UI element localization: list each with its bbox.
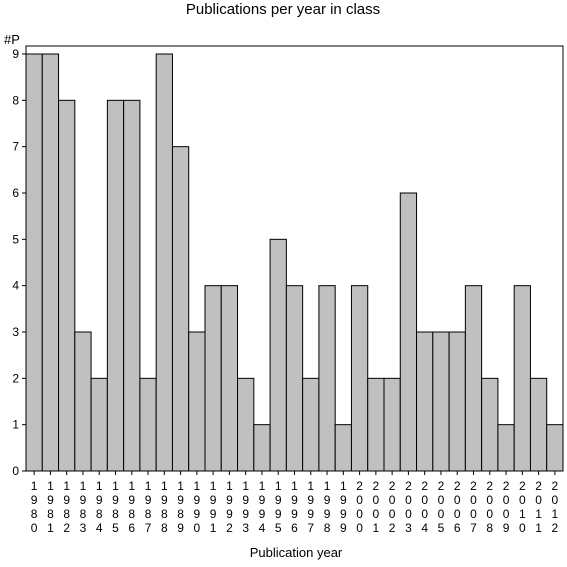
y-axis-label: #P (4, 32, 20, 47)
bar-2005 (432, 331, 450, 472)
y-axis: 0 1 2 3 4 5 6 7 8 9 (12, 47, 26, 478)
bar-1985 (106, 99, 125, 472)
bar-1982 (58, 99, 76, 472)
bar-2001 (367, 377, 385, 472)
bar-2004 (416, 331, 434, 472)
bar-2009 (497, 424, 515, 472)
bar-2007 (464, 285, 483, 472)
bar-1988 (155, 53, 173, 472)
bar-1993 (237, 377, 255, 472)
bar-2008 (481, 377, 499, 472)
y-tick-label: 0 (12, 464, 19, 478)
bar-1987 (139, 377, 157, 472)
x-axis-label: Publication year (250, 545, 343, 560)
x-axis: 1 9 8 0 1 9 8 1 1 9 8 2 1 9 8 3 1 9 8 4 1 9 8 5 1 9 8 6 1 9 8 7 1 9 8 8 1 9 8 9… (31, 471, 559, 535)
bar-1994 (253, 424, 271, 472)
bar-2002 (383, 377, 401, 472)
bar-1990 (188, 331, 206, 472)
bar-1986 (123, 99, 141, 472)
bar-1984 (90, 377, 108, 472)
y-tick-label: 8 (12, 93, 19, 107)
bar-1999 (334, 424, 352, 472)
y-tick-label: 6 (12, 186, 19, 200)
y-tick-label: 4 (12, 279, 19, 293)
bar-2006 (448, 331, 466, 472)
bar-1997 (302, 377, 320, 472)
y-tick-label: 3 (12, 325, 19, 339)
bar-1998 (318, 285, 336, 472)
bar-2012 (546, 424, 564, 472)
bar-1981 (41, 53, 60, 472)
bar-2011 (529, 377, 548, 472)
bar-1991 (204, 285, 222, 472)
y-tick-label: 5 (12, 232, 19, 246)
bar-1992 (220, 285, 239, 472)
y-tick-label: 9 (12, 47, 19, 61)
bar-2003 (399, 192, 418, 472)
bar-1995 (269, 238, 287, 472)
y-tick-label: 7 (12, 140, 19, 154)
bar-2010 (513, 285, 531, 472)
chart-title: Publications per year in class (186, 1, 380, 18)
bar-1989 (171, 146, 190, 472)
y-tick-label: 1 (12, 418, 19, 432)
y-tick-label: 2 (12, 371, 19, 385)
bar-1983 (74, 331, 92, 472)
bars (25, 53, 564, 472)
bar-1996 (285, 285, 304, 472)
bar-2000 (350, 285, 369, 472)
bar-1980 (25, 53, 43, 472)
